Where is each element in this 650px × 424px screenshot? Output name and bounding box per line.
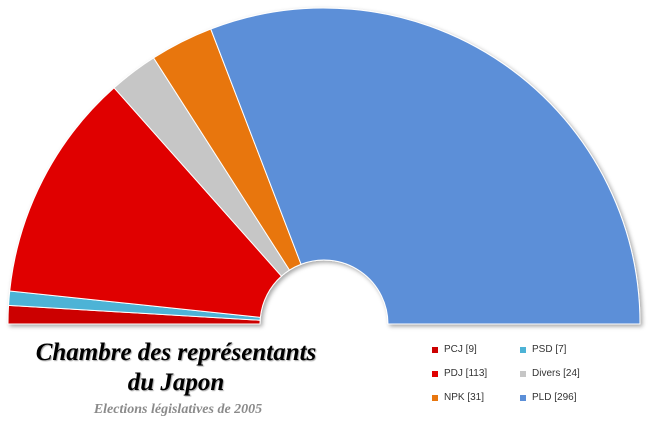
legend-swatch xyxy=(432,394,438,401)
legend-label: PSD [7] xyxy=(532,344,567,355)
legend-label: PCJ [9] xyxy=(444,344,477,355)
legend-item: PLD [296] xyxy=(520,392,576,403)
legend-label: NPK [31] xyxy=(444,392,485,403)
legend-swatch xyxy=(520,346,526,353)
legend-label: Divers [24] xyxy=(532,368,580,379)
chart-title-line-1: Chambre des représentants xyxy=(35,339,317,366)
chart-legend: PCJ [9] PSD [7] PDJ [113] Divers [24] NPK [3… xyxy=(432,344,642,414)
seat-segment-2 xyxy=(9,87,283,318)
seat-segment-5 xyxy=(210,7,641,325)
legend-label: PDJ [113] xyxy=(444,368,488,379)
legend-item: PSD [7] xyxy=(520,344,566,355)
legend-item: NPK [31] xyxy=(432,392,484,403)
legend-label: PLD [296] xyxy=(532,392,577,403)
legend-item: Divers [24] xyxy=(520,368,580,379)
chart-subtitle: Elections législatives de 2005 xyxy=(93,402,263,417)
legend-swatch xyxy=(432,370,438,377)
chart-title-line-2: du Japon xyxy=(127,369,225,396)
legend-item: PDJ [113] xyxy=(432,368,487,379)
legend-swatch xyxy=(520,370,526,377)
legend-item: PCJ [9] xyxy=(432,344,477,355)
chart-title: Chambre des représentants du Japon xyxy=(0,338,352,398)
legend-swatch xyxy=(432,346,438,353)
legend-swatch xyxy=(520,394,526,401)
